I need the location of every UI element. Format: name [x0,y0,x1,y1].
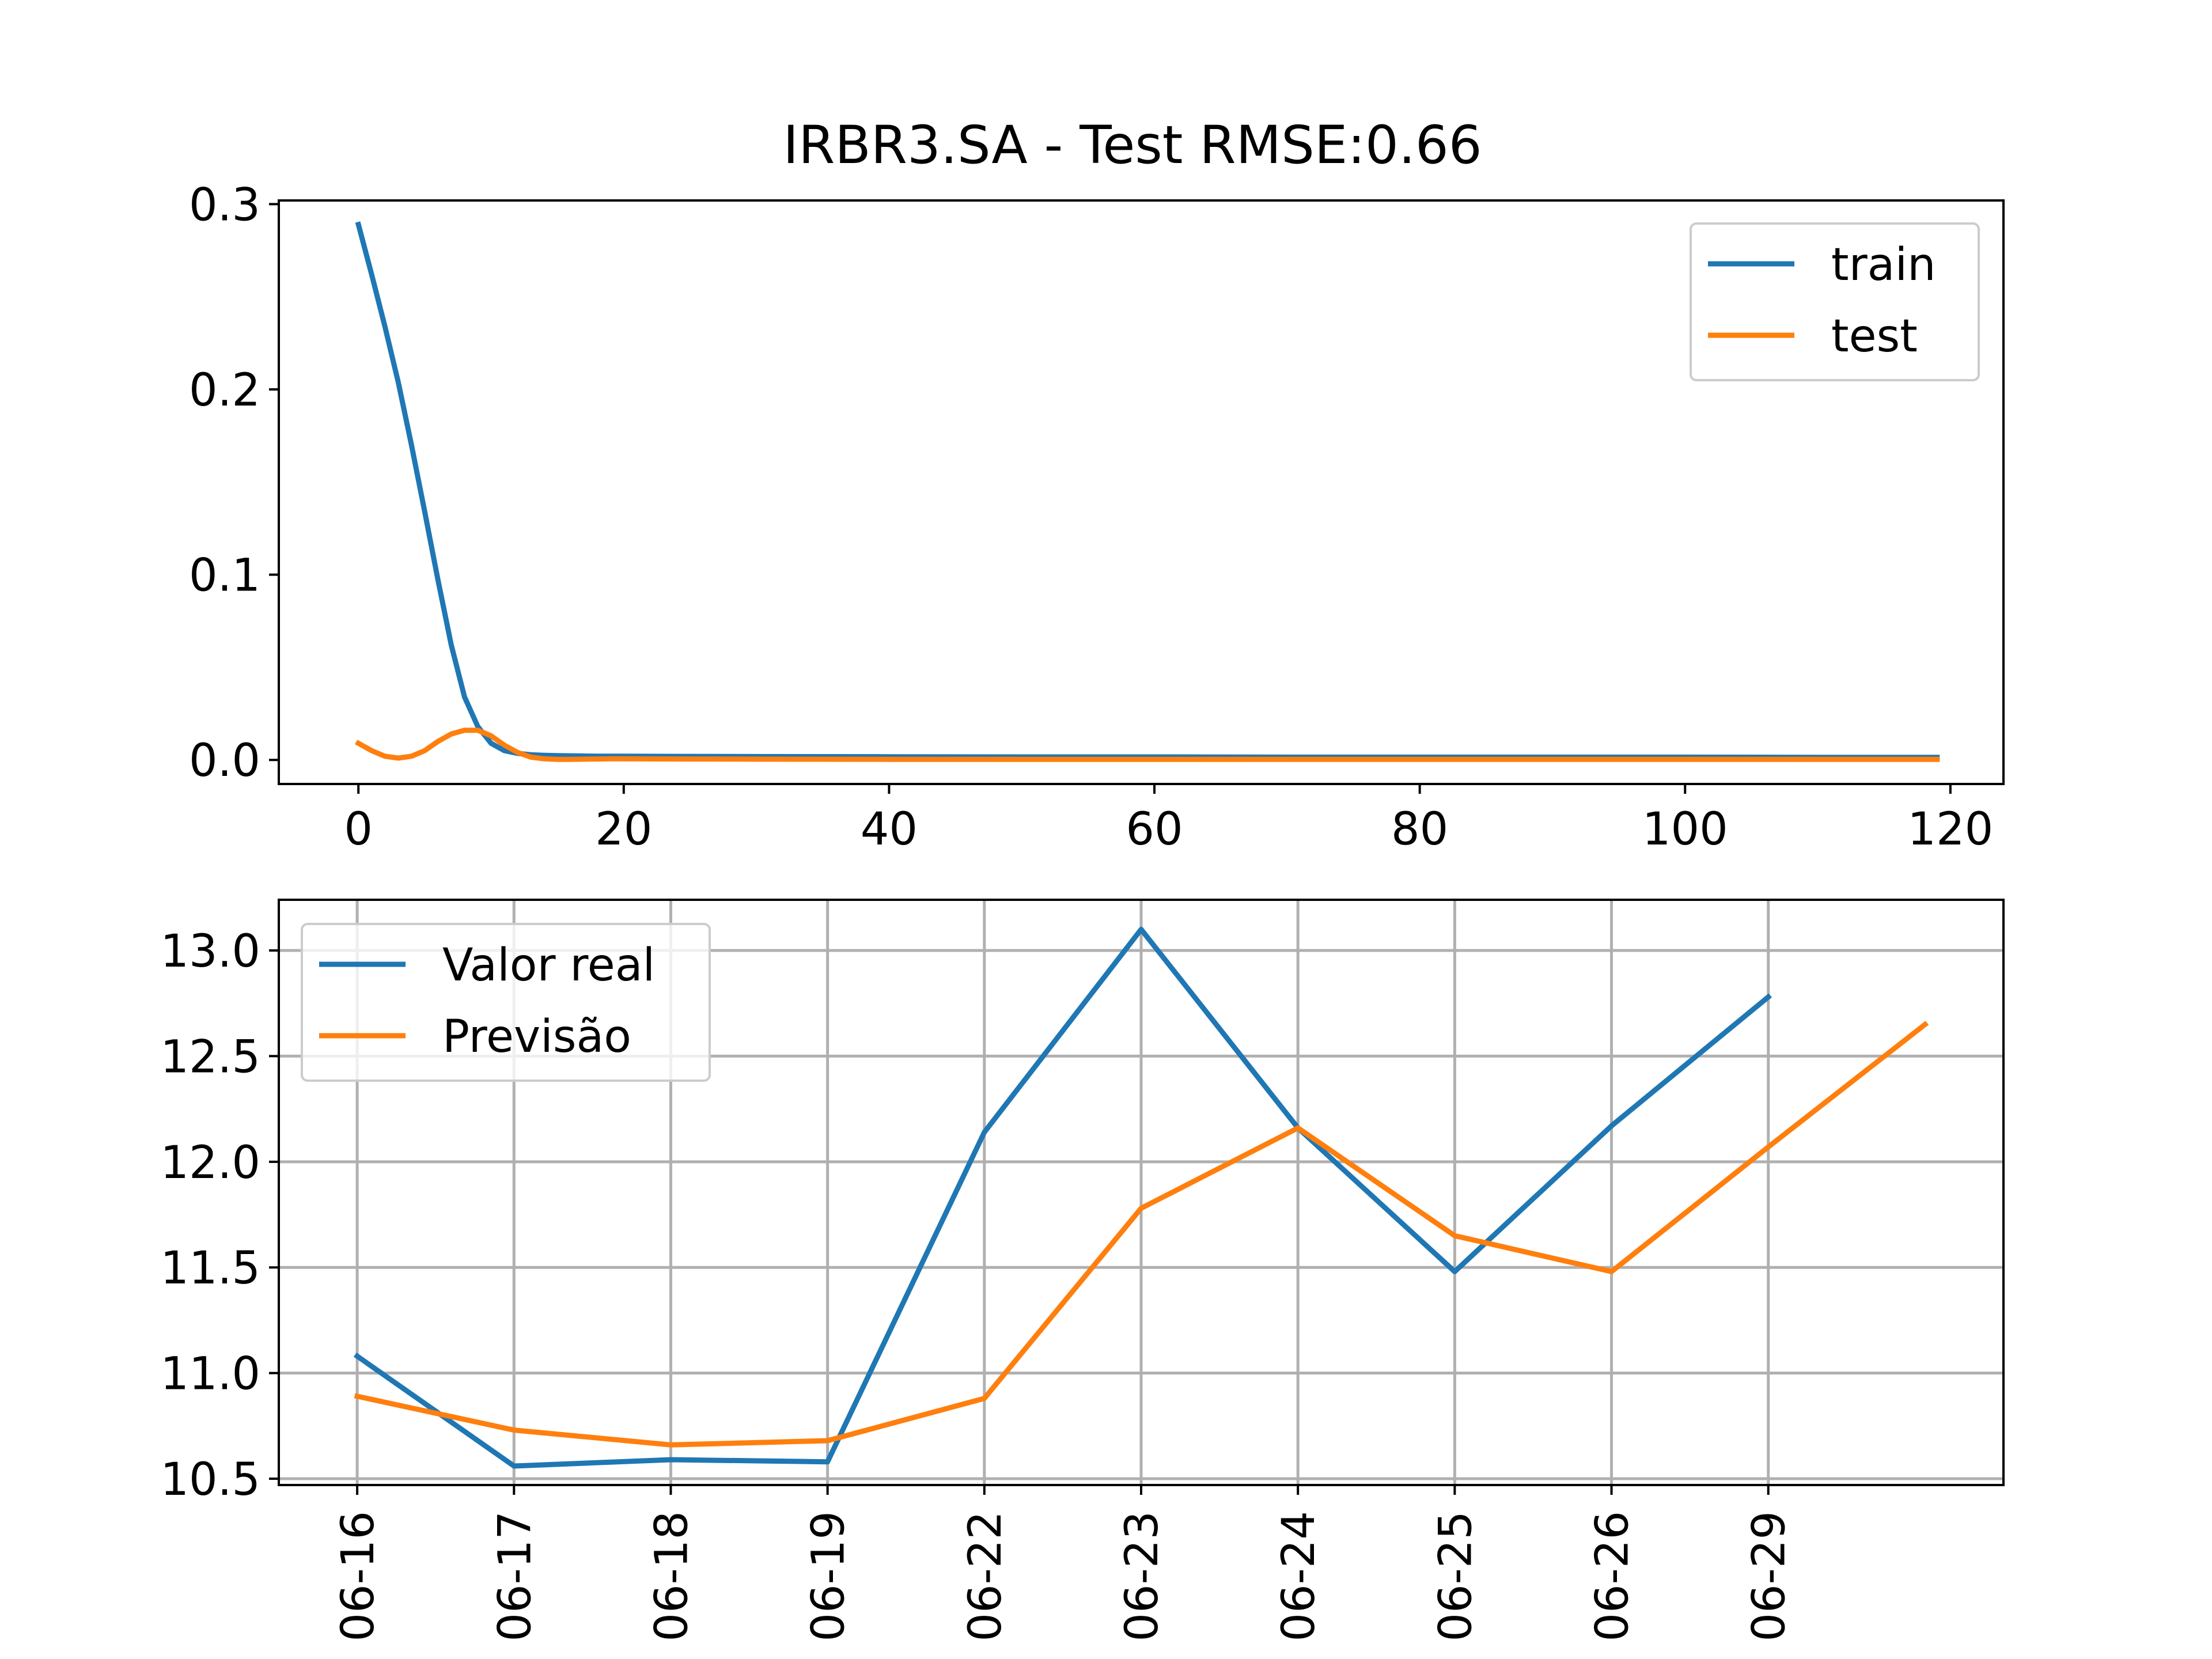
y-tick-label: 0.1 [189,550,260,602]
x-tick-label: 06-23 [1116,1511,1168,1642]
x-tick-label: 80 [1391,804,1448,855]
y-tick-label: 12.0 [160,1137,260,1189]
x-tick-label: 20 [595,804,652,855]
loss-chart: 0 20 40 60 80 100 120 0.0 0.1 0.2 0.3 train test [189,179,2005,855]
x-tick-label: 100 [1642,804,1728,855]
y-tick-label: 10.5 [160,1454,260,1506]
legend-label: Valor real [442,940,655,991]
series-line-valor-real [353,926,1772,1469]
legend-label: Previsão [442,1011,631,1063]
y-tick-label: 0.0 [189,735,260,787]
x-tick-label: 06-29 [1744,1511,1796,1642]
y-tick-label: 0.3 [189,179,260,231]
y-tick-label: 12.5 [160,1031,260,1083]
x-tick-label: 06-16 [332,1511,384,1642]
x-tick-label: 06-24 [1273,1511,1325,1642]
y-tick-label: 11.0 [160,1349,260,1400]
y-tick-label: 0.2 [189,365,260,416]
series-line-test [355,728,1940,762]
legend-label: test [1831,310,1918,362]
legend: Valor real Previsão [301,923,711,1082]
x-tick-label: 60 [1126,804,1183,855]
x-tick-label: 0 [344,804,373,855]
y-tick-label: 13.0 [160,926,260,978]
x-tick-label: 06-22 [960,1511,1012,1642]
series-line-previs-o [354,1021,1929,1448]
legend: train test [1690,222,1980,381]
axes-frame [278,199,2005,785]
x-tick-label: 120 [1907,804,1993,855]
x-tick-label: 06-19 [803,1511,855,1642]
prediction-chart: 06-16 06-17 06-18 06-19 06-22 06-23 06-24 06-25… [160,899,2005,1642]
x-tick-label: 06-18 [646,1511,698,1642]
x-tick-label: 40 [861,804,918,855]
x-tick-label: 06-17 [489,1511,541,1642]
legend-label: train [1831,239,1936,291]
x-tick-label: 06-25 [1430,1511,1482,1642]
y-tick-label: 11.5 [160,1243,260,1294]
chart-title: IRBR3.SA - Test RMSE:0.66 [783,115,1482,176]
x-tick-label: 06-26 [1587,1511,1639,1642]
